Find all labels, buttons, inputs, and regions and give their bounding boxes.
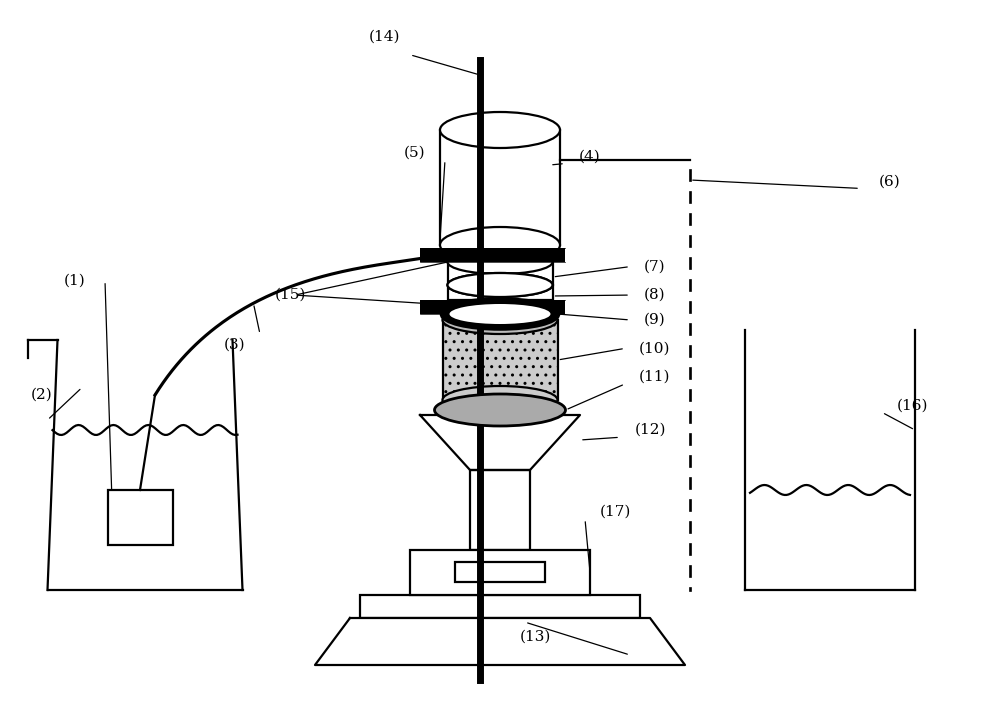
Text: (13): (13) [519,629,551,643]
Text: (2): (2) [31,387,53,402]
Polygon shape [315,618,685,665]
Text: (8): (8) [644,288,666,302]
Bar [108,490,173,545]
Text: (3): (3) [224,338,246,352]
Bar [420,248,565,262]
Ellipse shape [442,306,558,334]
Text: (11): (11) [639,370,671,384]
Bar [420,300,565,314]
Ellipse shape [440,227,560,263]
Text: (1): (1) [64,274,86,288]
Bar [410,550,590,595]
Text: (16): (16) [896,398,928,412]
Text: (12): (12) [634,423,666,437]
Ellipse shape [442,386,558,414]
Ellipse shape [448,273,552,297]
Ellipse shape [448,273,552,297]
Bar [442,320,558,400]
Ellipse shape [434,394,566,426]
Polygon shape [420,415,580,470]
Text: (17): (17) [599,505,631,519]
Bar [448,285,552,300]
Text: (9): (9) [644,313,666,327]
Ellipse shape [442,300,558,328]
Bar [448,262,552,285]
Bar [360,595,640,618]
Bar [455,562,545,582]
Ellipse shape [440,112,560,148]
Text: (4): (4) [579,149,601,164]
Bar [440,130,560,245]
Text: (5): (5) [404,146,426,160]
Ellipse shape [450,304,550,324]
Ellipse shape [448,250,552,274]
Text: (14): (14) [369,30,401,44]
Text: (10): (10) [639,341,671,356]
Text: (15): (15) [274,288,306,302]
Bar [470,470,530,550]
Text: (6): (6) [879,174,901,188]
Text: (7): (7) [644,260,666,274]
